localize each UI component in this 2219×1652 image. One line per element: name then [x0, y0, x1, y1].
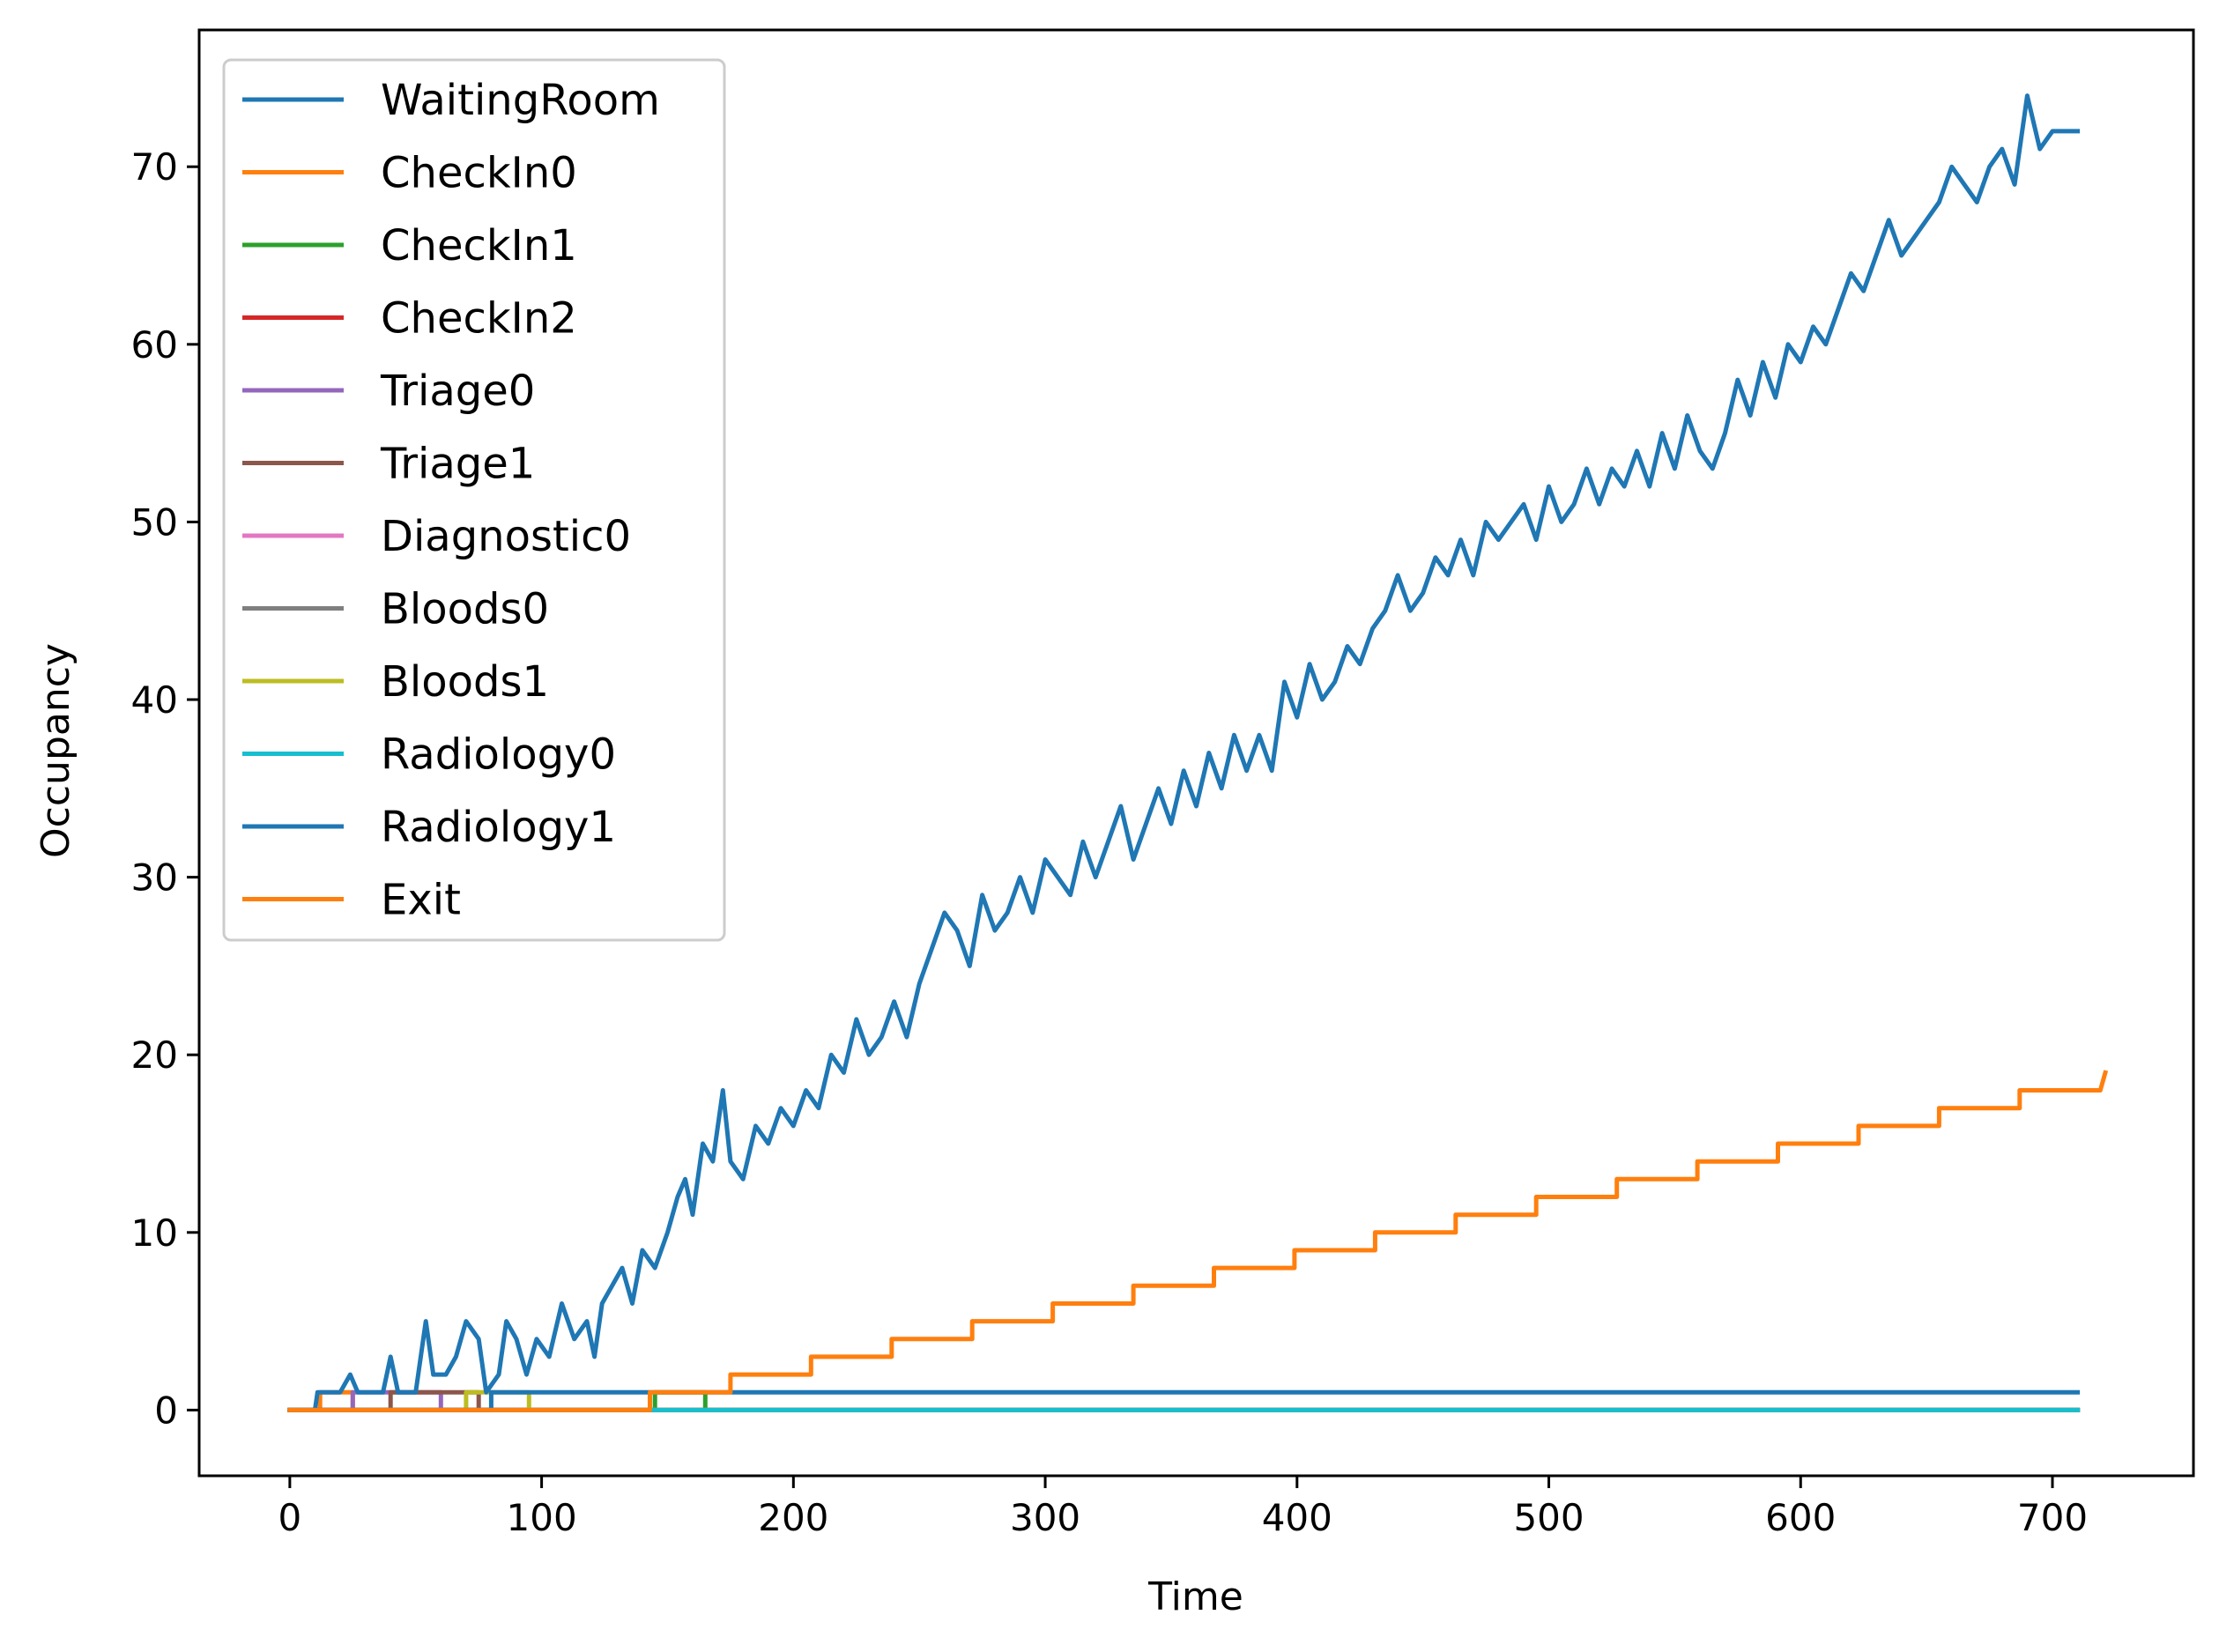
x-tick-label: 600: [1765, 1496, 1836, 1539]
x-axis-ticks: 0 100 200 300 400 500 600 700: [278, 1476, 2088, 1539]
y-axis-ticks: 0 10 20 30 40 50 60 70: [131, 145, 199, 1432]
y-tick-label: 0: [154, 1389, 178, 1432]
x-tick-label: 500: [1513, 1496, 1584, 1539]
legend-label: CheckIn1: [381, 221, 577, 270]
series-layer: [287, 93, 2109, 1412]
legend-label: CheckIn0: [381, 149, 577, 198]
y-tick-label: 20: [131, 1033, 178, 1077]
x-tick-label: 0: [278, 1496, 301, 1539]
series-line-waitingroom: [287, 93, 2081, 1412]
legend-label: CheckIn2: [381, 294, 577, 344]
legend-label: Triage1: [380, 440, 535, 489]
legend-box: [222, 58, 726, 942]
legend-label: Exit: [381, 876, 461, 925]
legend-label: Radiology1: [381, 803, 616, 852]
legend: WaitingRoom CheckIn0 CheckIn1 CheckIn2 Triag…: [222, 58, 726, 942]
x-tick-label: 700: [2017, 1496, 2088, 1539]
y-tick-label: 50: [131, 500, 178, 544]
y-tick-label: 30: [131, 856, 178, 900]
legend-label: Radiology0: [381, 730, 616, 780]
series-line-exit: [287, 1070, 2109, 1412]
y-tick-label: 60: [131, 323, 178, 367]
legend-label: WaitingRoom: [381, 76, 660, 125]
legend-label: Bloods1: [381, 657, 549, 707]
legend-items: WaitingRoom CheckIn0 CheckIn1 CheckIn2 Triag…: [242, 76, 660, 925]
y-tick-label: 40: [131, 678, 178, 722]
x-tick-label: 100: [507, 1496, 577, 1539]
x-tick-label: 300: [1010, 1496, 1080, 1539]
y-tick-label: 10: [131, 1211, 178, 1255]
x-axis-label: Time: [1147, 1574, 1243, 1619]
legend-label: Bloods0: [381, 585, 549, 634]
y-axis-label: Occupancy: [33, 643, 78, 858]
legend-label: Diagnostic0: [381, 512, 631, 561]
y-tick-label: 70: [131, 145, 178, 189]
legend-label: Triage0: [380, 367, 535, 416]
x-tick-label: 200: [758, 1496, 828, 1539]
x-tick-label: 400: [1262, 1496, 1332, 1539]
